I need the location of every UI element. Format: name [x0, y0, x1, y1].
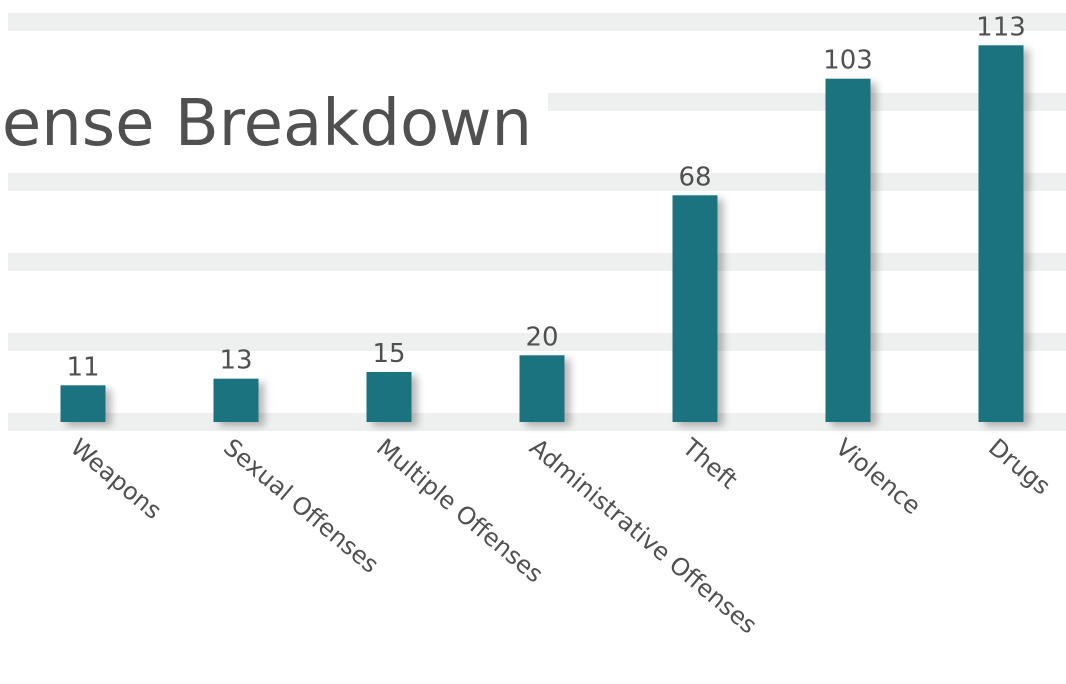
bar-drugs [978, 45, 1024, 423]
value-label: 113 [976, 12, 1026, 42]
value-label: 15 [372, 339, 405, 369]
value-label: 103 [823, 46, 873, 76]
bar-violence [825, 78, 871, 422]
value-label: 13 [219, 346, 252, 376]
bar-theft [672, 195, 718, 422]
value-label: 68 [678, 162, 711, 192]
value-labels: 11 13 15 20 68 103 113 [66, 12, 1025, 382]
bar-multiple-offenses [366, 372, 412, 422]
title-background [0, 80, 548, 170]
bars [60, 45, 1024, 423]
value-label: 20 [525, 322, 558, 352]
value-label: 11 [66, 352, 99, 382]
category-label: Violence [830, 433, 926, 520]
gridline [8, 253, 1066, 271]
category-label: Weapons [65, 433, 167, 525]
category-label: Sexual Offenses [218, 433, 384, 579]
category-label: Multiple Offenses [371, 433, 548, 588]
gridline [8, 173, 1066, 191]
gridlines [8, 13, 1066, 431]
gridline [8, 333, 1066, 351]
bar-weapons [60, 385, 106, 422]
category-label: Theft [676, 433, 742, 495]
bar-sexual-offenses [213, 378, 259, 422]
bar-administrative-offenses [519, 355, 565, 422]
category-label: Drugs [983, 433, 1056, 500]
chart-title: ense Breakdown [2, 87, 532, 161]
gridline [8, 13, 1066, 31]
